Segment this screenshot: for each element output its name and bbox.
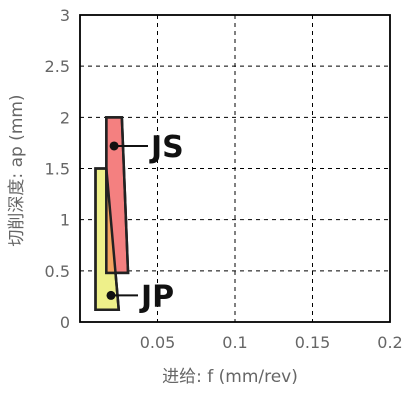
region-js-border — [105, 116, 130, 275]
x-axis-title: 进给: f (mm/rev) — [162, 367, 298, 387]
callout-label-jp: JP — [139, 279, 174, 314]
y-tick-label-0: 0 — [60, 313, 70, 332]
y-axis-title: 切削深度: ap (mm) — [7, 94, 27, 246]
callout-marker-js — [109, 141, 119, 151]
region-jp-border — [94, 167, 121, 311]
y-tick-label-5: 2.5 — [45, 57, 70, 76]
y-tick-label-2: 1 — [60, 211, 70, 230]
callout-label-js: JS — [149, 130, 184, 165]
y-tick-label-3: 1.5 — [45, 160, 70, 179]
y-tick-label-1: 0.5 — [45, 262, 70, 281]
x-tick-label-1: 0.1 — [222, 333, 247, 352]
y-tick-label-4: 2 — [60, 108, 70, 127]
y-tick-label-6: 3 — [60, 6, 70, 25]
plot-frame — [79, 14, 391, 323]
x-tick-label-3: 0.2 — [377, 333, 402, 352]
x-tick-label-0: 0.05 — [140, 333, 176, 352]
x-tick-label-2: 0.15 — [295, 333, 331, 352]
callout-marker-jp — [106, 290, 116, 300]
